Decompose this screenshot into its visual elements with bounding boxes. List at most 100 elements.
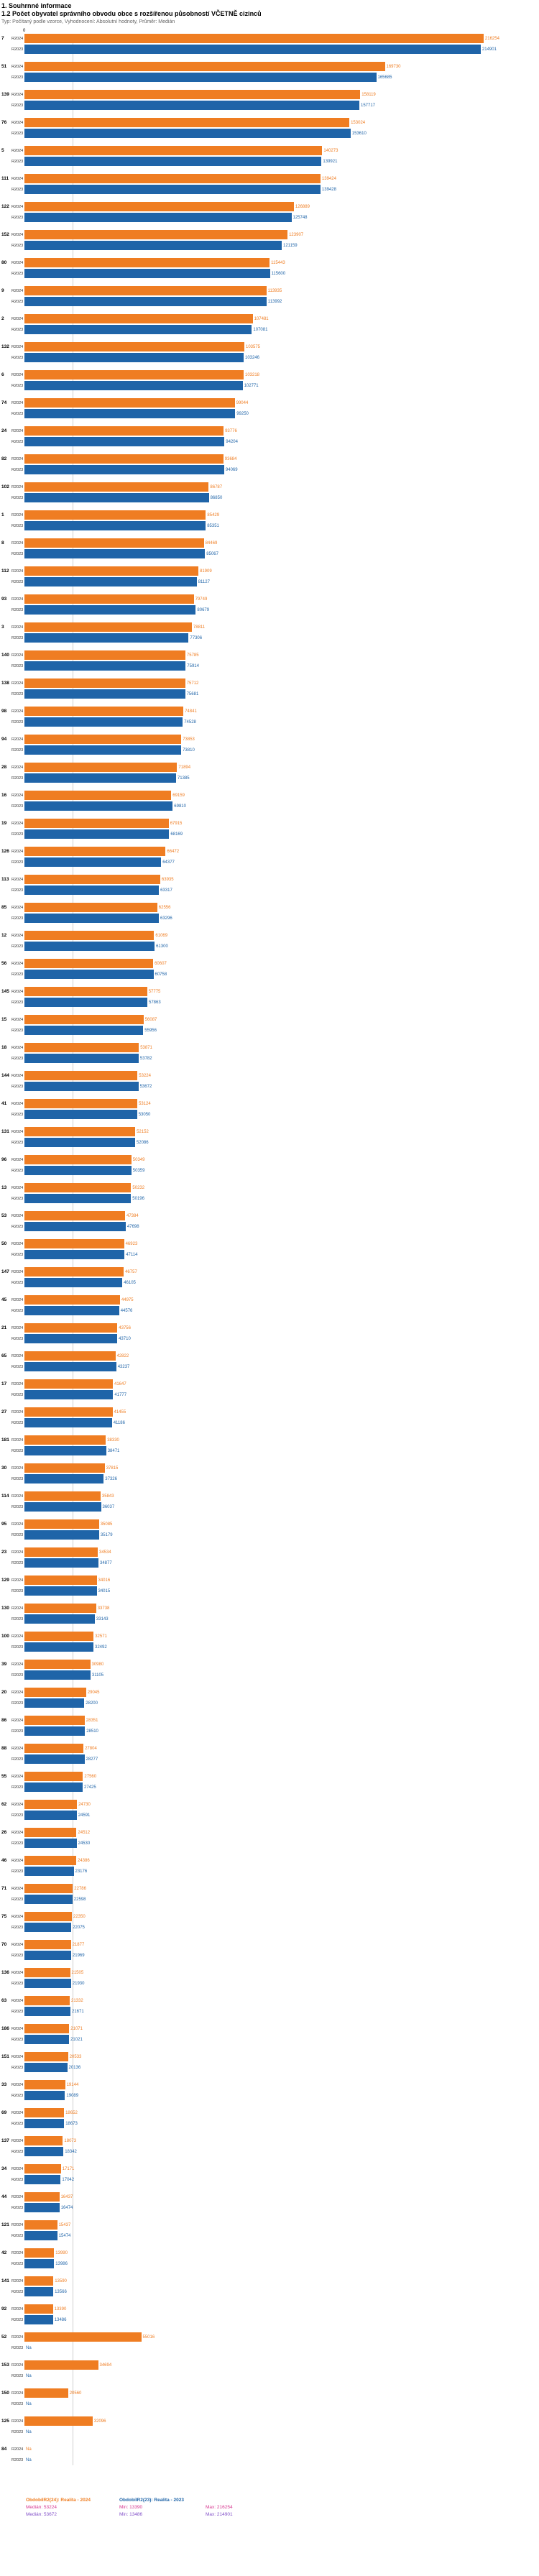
chart-row: 137 R2024 18073 R2023 18342 <box>1 2136 539 2157</box>
series-label-2024: R2024 <box>11 1353 24 1358</box>
bar-2024 <box>24 931 155 940</box>
value-2024: 103575 <box>246 344 261 349</box>
bar-line-2024: 18 R2024 53871 <box>1 1043 539 1053</box>
series-label-2023: R2023 <box>11 579 24 584</box>
series-label-2023: R2023 <box>11 1308 24 1313</box>
bar-2024 <box>24 1043 139 1052</box>
series-label-2024: R2024 <box>11 2278 24 2283</box>
value-2024: 37815 <box>106 1466 119 1471</box>
bar-line-2024: 34 R2024 17171 <box>1 2164 539 2174</box>
series-label-2023: R2023 <box>11 383 24 388</box>
value-2023: 37326 <box>105 1476 117 1481</box>
value-2023: 18342 <box>65 2149 77 2154</box>
value-2024: 22350 <box>73 1914 86 1919</box>
value-2024: 21505 <box>71 1970 84 1975</box>
series-label-2024: R2024 <box>11 877 24 882</box>
row-code: 18 <box>1 1045 7 1050</box>
chart-row: 41 R2024 53124 R2023 53050 <box>1 1099 539 1120</box>
value-2024: 35843 <box>101 1494 114 1499</box>
bar-line-2023: R2023 18342 <box>1 2147 539 2157</box>
value-2023: 34015 <box>98 1588 111 1593</box>
bar-line-2024: 26 R2024 24512 <box>1 1828 539 1838</box>
bar-line-2023: R2023 21021 <box>1 2035 539 2045</box>
series-label-2024: R2024 <box>11 232 24 237</box>
row-code: 129 <box>1 1578 9 1583</box>
bar-2024 <box>24 62 385 71</box>
series-label-2024: R2024 <box>11 961 24 966</box>
series-label-2024: R2024 <box>11 1494 24 1499</box>
bar-line-2024: 139 R2024 158119 <box>1 90 539 100</box>
row-code: 33 <box>1 2082 7 2087</box>
series-label-2023: R2023 <box>11 1168 24 1173</box>
bar-line-2024: 150 R2024 20560 <box>1 2388 539 2398</box>
chart-rows: 7 R2024 216254 R2023 214901 51 R2024 169… <box>1 34 539 2465</box>
bar-2024 <box>24 2080 65 2089</box>
series-label-2023: R2023 <box>11 1280 24 1285</box>
value-2024: 27804 <box>85 1746 97 1751</box>
bar-line-2024: 24 R2024 93776 <box>1 426 539 436</box>
series-label-2024: R2024 <box>11 1746 24 1751</box>
chart-row: 28 R2024 71894 R2023 71385 <box>1 763 539 783</box>
series-label-2024: R2024 <box>11 1381 24 1386</box>
row-code: 7 <box>1 36 4 41</box>
bar-2023 <box>24 970 154 979</box>
series-label-2024: R2024 <box>11 2082 24 2087</box>
bar-2024 <box>24 1856 76 1865</box>
value-2023: 22598 <box>73 1897 86 1902</box>
bar-2023 <box>24 1586 97 1596</box>
value-2023: 125748 <box>292 215 308 220</box>
series-label-2024: R2024 <box>11 372 24 377</box>
chart-row: 181 R2024 38330 R2023 38471 <box>1 1435 539 1456</box>
series-label-2024: R2024 <box>11 400 24 405</box>
series-label-2023: R2023 <box>11 944 24 949</box>
bar-line-2024: 121 R2024 15437 <box>1 2220 539 2230</box>
series-label-2023: R2023 <box>11 467 24 472</box>
series-label-2023: R2023 <box>11 2261 24 2266</box>
chart-row: 71 R2024 22786 R2023 22598 <box>1 1884 539 1905</box>
series-label-2023: R2023 <box>11 215 24 220</box>
bar-line-2024: 62 R2024 24730 <box>1 1800 539 1810</box>
bar-line-2024: 100 R2024 32571 <box>1 1632 539 1642</box>
bar-2024 <box>24 2304 53 2314</box>
bar-line-2023: R2023 115600 <box>1 269 539 279</box>
bar-line-2023: R2023 24591 <box>1 1811 539 1821</box>
value-2024: 44975 <box>121 1297 134 1302</box>
value-2023: 47698 <box>126 1224 139 1229</box>
series-label-2024: R2024 <box>11 1550 24 1555</box>
row-code: 15 <box>1 1017 7 1022</box>
chart-row: 16 R2024 69159 R2023 69810 <box>1 791 539 811</box>
bar-2024 <box>24 1772 83 1781</box>
value-2024: 34694 <box>99 2363 112 2368</box>
series-label-2023: R2023 <box>11 131 24 136</box>
series-label-2024: R2024 <box>11 653 24 658</box>
series-label-2024: R2024 <box>11 793 24 798</box>
series-label-2024: R2024 <box>11 2447 24 2452</box>
bar-2023 <box>24 297 267 306</box>
value-2024: 21332 <box>71 1998 83 2003</box>
bar-2024 <box>24 1996 70 2005</box>
series-label-2024: R2024 <box>11 1017 24 1022</box>
value-2024: 46923 <box>125 1241 138 1246</box>
row-code: 8 <box>1 540 4 546</box>
value-2024: 115443 <box>271 260 285 265</box>
bar-2023 <box>24 2147 64 2156</box>
bar-2024 <box>24 230 288 239</box>
bar-line-2024: 21 R2024 43756 <box>1 1323 539 1333</box>
bar-2023 <box>24 998 147 1007</box>
row-code: 45 <box>1 1297 7 1302</box>
value-2023: Na <box>26 2345 32 2350</box>
row-code: 55 <box>1 1774 7 1779</box>
bar-line-2023: R2023 113992 <box>1 297 539 307</box>
value-2023: 19089 <box>66 2093 79 2098</box>
bar-2023 <box>24 2315 53 2324</box>
value-2023: 24591 <box>78 1813 91 1818</box>
chart-row: 30 R2024 37815 R2023 37326 <box>1 1463 539 1484</box>
bar-line-2023: R2023 121159 <box>1 241 539 251</box>
row-code: 80 <box>1 260 7 265</box>
series-label-2024: R2024 <box>11 569 24 574</box>
chart-row: 70 R2024 21877 R2023 21969 <box>1 1940 539 1961</box>
value-2023: 28510 <box>86 1729 98 1734</box>
value-2024: 35085 <box>100 1522 113 1527</box>
chart-row: 52 R2024 55016 R2023 Na <box>1 2332 539 2353</box>
series-label-2023: R2023 <box>11 2065 24 2070</box>
